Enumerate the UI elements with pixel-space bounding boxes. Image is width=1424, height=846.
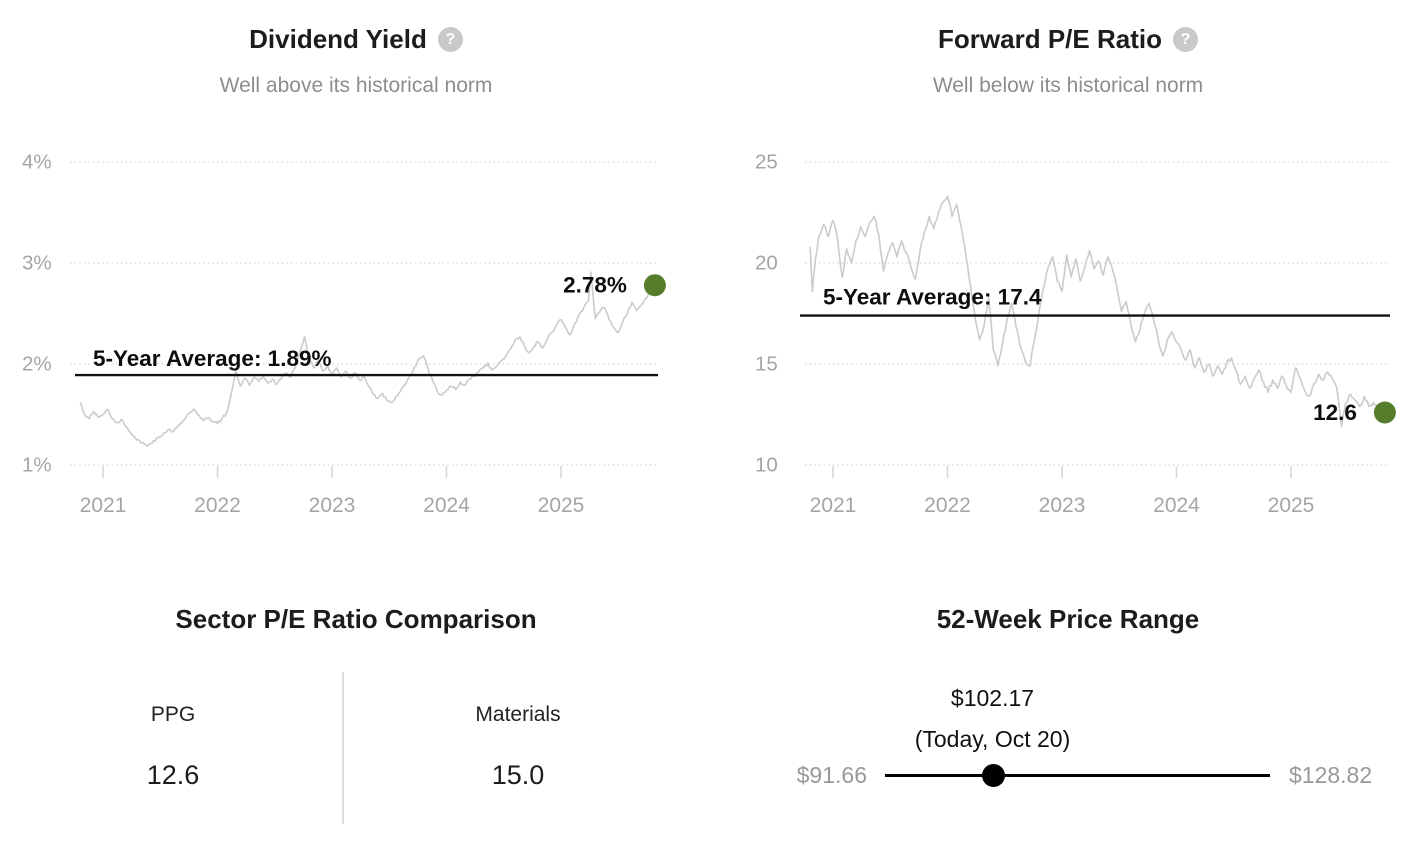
range-marker-dot [982,764,1006,787]
forward-pe-chart[interactable]: 25 20 15 10 2021 2022 2023 2024 2025 5-Year Avera… [712,0,1424,560]
y-axis-label: 2% [22,353,52,376]
current-price-label: $102.17 [950,685,1035,711]
current-marker-dot [1373,401,1396,424]
x-axis-label: 2024 [1153,494,1200,517]
column-divider [342,672,344,824]
dividend-yield-panel: Dividend Yield ? Well above its historic… [0,0,712,560]
x-axis-label: 2025 [1268,494,1315,517]
materials-label: Materials [475,703,561,726]
x-axis-label: 2023 [309,494,356,517]
forward-pe-subtitle: Well below its historical norm [932,74,1204,97]
dividend-yield-title: Dividend Yield [249,24,427,54]
x-axis-label: 2024 [423,494,470,517]
dividend-yield-header: Dividend Yield ? Well above its historic… [0,24,712,98]
y-axis-label: 10 [755,454,778,477]
range-track [885,774,1270,777]
average-label: 5-Year Average: 17.4 [823,285,1042,310]
x-axis-label: 2021 [810,494,857,517]
price-range-panel: 52-Week Price Range $102.17 (Today, Oct … [712,560,1424,846]
x-axis-label: 2025 [538,494,585,517]
ppg-value: 12.6 [146,760,200,790]
y-axis-label: 4% [22,151,52,174]
series-line [809,195,1386,428]
current-value-label: 2.78% [563,273,627,298]
current-price-block: $102.17 (Today, Oct 20) [870,678,1115,760]
dividend-yield-chart[interactable]: 4% 3% 2% 1% 2021 2022 2023 2024 2025 5-Year Avera… [0,0,712,560]
sector-pe-comparison-title: Sector P/E Ratio Comparison [175,604,537,634]
forward-pe-header: Forward P/E Ratio ? Well below its histo… [712,24,1424,98]
y-axis-label: 3% [22,252,52,275]
y-axis-label: 20 [755,252,778,275]
ppg-label: PPG [150,703,196,726]
current-price-date-label: (Today, Oct 20) [914,726,1071,752]
materials-value: 15.0 [491,760,545,790]
help-icon[interactable]: ? [1172,27,1198,52]
current-value-label: 12.6 [1313,400,1357,425]
x-axis-label: 2022 [194,494,241,517]
series-line [79,271,656,447]
sector-pe-comparison-panel: Sector P/E Ratio Comparison PPG 12.6 Mat… [0,560,712,846]
price-range-title: 52-Week Price Range [936,604,1200,634]
range-low-label: $91.66 [796,762,867,788]
x-axis-label: 2022 [924,494,971,517]
average-label: 5-Year Average: 1.89% [93,346,331,371]
dividend-yield-subtitle: Well above its historical norm [219,74,493,97]
help-icon[interactable]: ? [437,27,463,52]
current-marker-dot [643,274,666,297]
x-axis-label: 2021 [80,494,127,517]
forward-pe-title: Forward P/E Ratio [938,24,1162,54]
y-axis-label: 1% [22,454,52,477]
x-axis-label: 2023 [1039,494,1086,517]
y-axis-label: 25 [755,151,778,174]
y-axis-label: 15 [755,353,778,376]
forward-pe-panel: Forward P/E Ratio ? Well below its histo… [712,0,1424,560]
range-high-label: $128.82 [1289,762,1373,788]
